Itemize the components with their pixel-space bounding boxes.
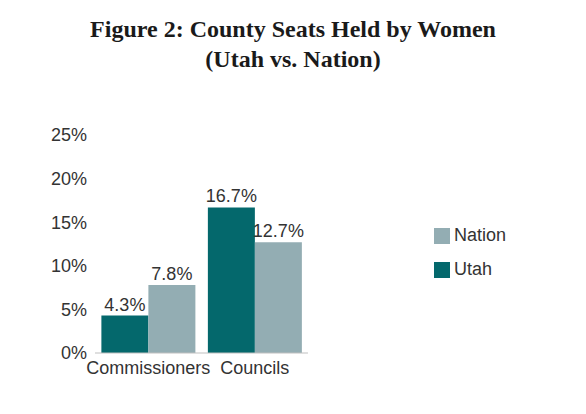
svg-text:12.7%: 12.7%	[253, 221, 304, 241]
svg-text:4.3%: 4.3%	[104, 295, 145, 315]
svg-text:20%: 20%	[51, 169, 87, 189]
html-text:Nation: Nation	[454, 225, 506, 245]
svg-text:16.7%: 16.7%	[206, 186, 257, 206]
svg-text:10%: 10%	[51, 256, 87, 276]
svg-text:15%: 15%	[51, 213, 87, 233]
svg-text:Commissioners: Commissioners	[86, 358, 210, 378]
svg-text:7.8%: 7.8%	[151, 264, 192, 284]
html-text:Figure 2: County Seats Held by: Figure 2: County Seats Held by Women (Ut…	[90, 16, 496, 72]
svg-text:25%: 25%	[51, 125, 87, 145]
svg-text:Councils: Councils	[220, 358, 289, 378]
html-text:Utah: Utah	[454, 259, 492, 279]
svg-text:5%: 5%	[61, 300, 87, 320]
svg-text:0%: 0%	[61, 343, 87, 363]
